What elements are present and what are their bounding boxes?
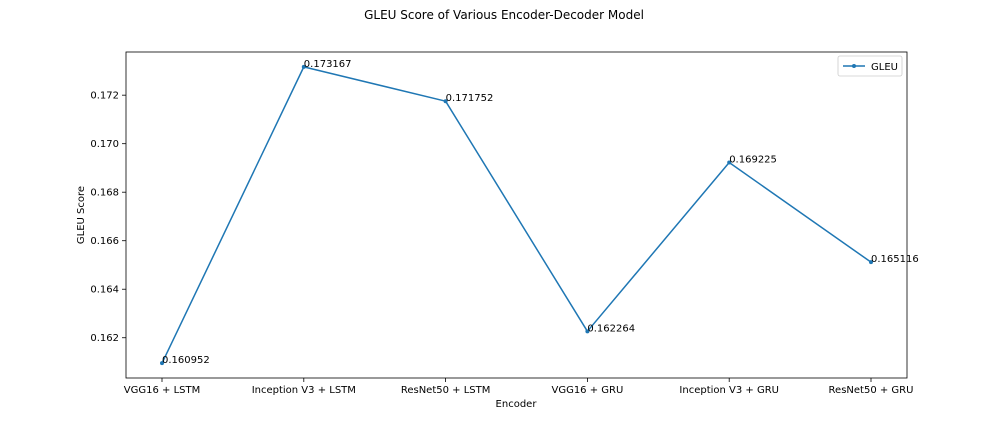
legend-box [837,55,903,77]
y-tick-label: 0.172 [90,91,119,102]
chart-title: GLEU Score of Various Encoder-Decoder Mo… [364,8,644,22]
x-tick-label: ResNet50 + GRU [829,385,914,396]
data-point [301,64,306,69]
data-point [160,361,164,366]
x-axis-label: Encoder [496,399,538,410]
legend-point-marker [852,64,856,68]
data-point [443,99,448,104]
x-tick-label: ResNet50 + LSTM [401,385,491,396]
series-line [161,66,872,364]
legend: GLEU [837,55,903,77]
y-axis-label: GLEU Score [76,186,87,244]
data-label: 0.169225 [729,154,777,165]
x-tick-label: VGG16 + GRU [551,385,623,396]
data-point [727,160,732,165]
x-tick-label: Inception V3 + GRU [679,385,779,396]
data-label: 0.173167 [304,59,352,70]
y-tick-label: 0.168 [90,188,119,199]
x-tick-label: Inception V3 + LSTM [252,385,356,396]
data-label: 0.171752 [446,93,494,104]
data-label: 0.165116 [871,254,919,265]
data-point [585,329,590,334]
data-label: 0.162264 [587,323,635,334]
y-tick-label: 0.166 [90,236,119,247]
x-tick-label: VGG16 + LSTM [124,385,200,396]
data-label: 0.160952 [162,355,210,366]
data-point [869,260,873,265]
x-axis: VGG16 + LSTM Inception V3 + LSTM ResNet50 … [124,378,914,396]
series-gleu: 0.160952 0.173167 0.171752 0.162264 0.169225… [160,59,919,366]
y-axis: 0.162 0.164 0.166 0.168 0.170 0.172 [90,91,126,344]
y-tick-label: 0.162 [90,333,119,344]
y-tick-label: 0.170 [90,139,119,150]
y-tick-label: 0.164 [90,285,119,296]
legend-label: GLEU [871,62,898,73]
